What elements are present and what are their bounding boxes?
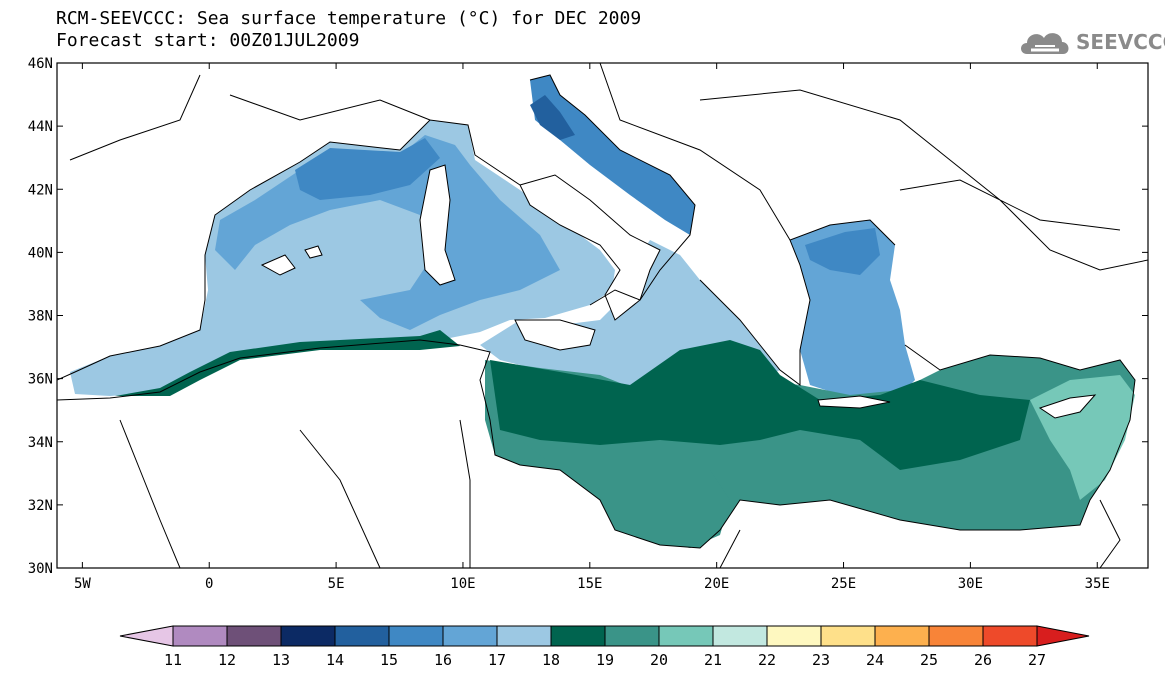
cloud-icon bbox=[1021, 33, 1069, 54]
colorbar-label: 11 bbox=[164, 651, 182, 669]
x-tick-label: 25E bbox=[831, 576, 856, 592]
sst-region-north-aegean bbox=[805, 228, 880, 275]
x-tick-label: 5E bbox=[328, 576, 345, 592]
colorbar-label: 21 bbox=[704, 651, 722, 669]
colorbar-label: 25 bbox=[920, 651, 938, 669]
colorbar-swatch bbox=[928, 625, 984, 647]
y-tick-label: 46N bbox=[28, 56, 53, 72]
colorbar-swatch bbox=[658, 625, 714, 647]
colorbar-label: 22 bbox=[758, 651, 776, 669]
colorbar-swatch bbox=[712, 625, 768, 647]
colorbar-swatch bbox=[550, 625, 606, 647]
sst-field bbox=[70, 75, 1135, 548]
sst-region-algerian-coast bbox=[115, 330, 460, 396]
y-tick-label: 42N bbox=[28, 182, 53, 198]
colorbar-label: 27 bbox=[1028, 651, 1046, 669]
x-axis-ticks: 5W 0 5E 10E 15E 20E 25E 30E 35E bbox=[74, 63, 1110, 592]
colorbar-label: 13 bbox=[272, 651, 290, 669]
colorbar-swatch bbox=[820, 625, 876, 647]
sst-region-sidra-gulf bbox=[520, 440, 730, 548]
colorbar-over-arrow bbox=[1036, 625, 1090, 647]
x-tick-label: 0 bbox=[205, 576, 213, 592]
colorbar-swatch bbox=[982, 625, 1038, 647]
colorbar-swatch bbox=[496, 625, 552, 647]
colorbar-label: 26 bbox=[974, 651, 992, 669]
y-tick-label: 40N bbox=[28, 245, 53, 261]
x-tick-label: 15E bbox=[577, 576, 602, 592]
colorbar-swatch bbox=[172, 625, 228, 647]
y-tick-label: 44N bbox=[28, 119, 53, 135]
x-tick-label: 20E bbox=[704, 576, 729, 592]
y-axis-ticks: 30N 32N 34N 36N 38N 40N 42N 44N 46N bbox=[28, 56, 1148, 577]
y-tick-label: 30N bbox=[28, 561, 53, 577]
seevccc-logo: SEEVCCC bbox=[1017, 26, 1165, 58]
colorbar-label: 14 bbox=[326, 651, 344, 669]
sst-region-gulf-of-lion bbox=[295, 138, 440, 200]
colorbar-swatch bbox=[442, 625, 498, 647]
colorbar-label: 17 bbox=[488, 651, 506, 669]
colorbar-swatch bbox=[280, 625, 336, 647]
sst-region-adriatic bbox=[530, 75, 695, 235]
sst-region-central-core bbox=[490, 340, 1030, 470]
x-tick-label: 30E bbox=[958, 576, 983, 592]
colorbar-label: 24 bbox=[866, 651, 884, 669]
colorbar-swatch bbox=[766, 625, 822, 647]
colorbar-swatch bbox=[874, 625, 930, 647]
colorbar-label: 23 bbox=[812, 651, 830, 669]
y-tick-label: 34N bbox=[28, 435, 53, 451]
colorbar-label: 18 bbox=[542, 651, 560, 669]
colorbar-swatch bbox=[226, 625, 282, 647]
logo-text: SEEVCCC bbox=[1076, 30, 1165, 54]
colorbar-label: 12 bbox=[218, 651, 236, 669]
colorbar-under-arrow bbox=[119, 625, 174, 647]
y-tick-label: 38N bbox=[28, 309, 53, 325]
x-tick-label: 35E bbox=[1085, 576, 1110, 592]
colorbar-swatch bbox=[604, 625, 660, 647]
colorbar-swatch bbox=[388, 625, 444, 647]
x-tick-label: 5W bbox=[74, 576, 91, 592]
forecast-start: Forecast start: 00Z01JUL2009 bbox=[56, 30, 360, 51]
coastlines bbox=[57, 63, 1148, 568]
sst-region-north-adriatic bbox=[530, 95, 575, 140]
colorbar: 11 12 13 14 15 16 17 18 19 20 21 22 23 24 25 26 27 bbox=[119, 625, 1090, 669]
land-background-overlay bbox=[260, 164, 1097, 419]
x-tick-label: 10E bbox=[450, 576, 475, 592]
colorbar-swatch bbox=[334, 625, 390, 647]
colorbar-label: 20 bbox=[650, 651, 668, 669]
y-tick-label: 32N bbox=[28, 498, 53, 514]
colorbar-label: 19 bbox=[596, 651, 614, 669]
colorbar-label: 15 bbox=[380, 651, 398, 669]
y-tick-label: 36N bbox=[28, 372, 53, 388]
colorbar-label: 16 bbox=[434, 651, 452, 669]
map-title: RCM-SEEVCCC: Sea surface temperature (°C… bbox=[56, 8, 642, 29]
